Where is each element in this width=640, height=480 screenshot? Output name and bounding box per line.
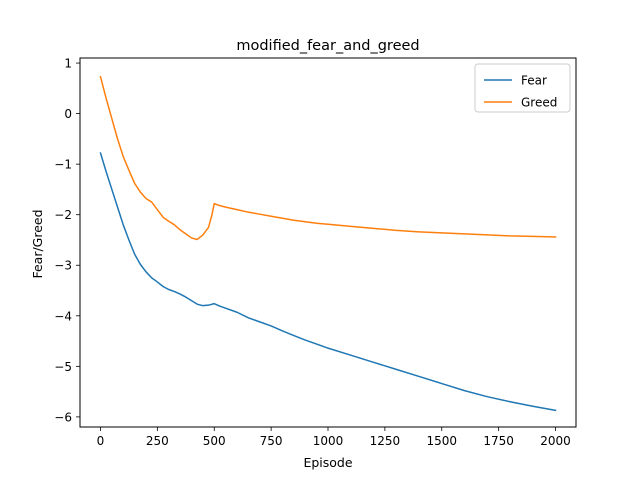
legend: Fear Greed [474, 63, 571, 113]
y-axis-label: Fear/Greed [30, 209, 45, 278]
y-tick-label: 1 [64, 57, 72, 71]
series-line-fear [99, 152, 557, 412]
y-tick-label: 0 [64, 107, 72, 121]
legend-box [474, 63, 571, 113]
x-tick-label: 1000 [313, 434, 344, 448]
x-axis-ticks: 0 250 500 750 1000 1250 1500 1750 2000 [97, 427, 571, 448]
x-tick-label: 1250 [370, 434, 401, 448]
y-axis-ticks: 1 0 −1 −2 −3 −4 −5 −6 [54, 57, 80, 424]
x-tick-label: 1750 [483, 434, 514, 448]
plot-area [99, 75, 557, 412]
y-tick-label: −5 [54, 360, 72, 374]
chart-title: modified_fear_and_greed [236, 38, 419, 54]
legend-label-fear: Fear [521, 74, 547, 88]
y-tick-label: −6 [54, 410, 72, 424]
x-tick-label: 250 [146, 434, 169, 448]
x-tick-label: 2000 [540, 434, 571, 448]
x-tick-label: 750 [260, 434, 283, 448]
x-tick-label: 0 [97, 434, 105, 448]
x-axis-label: Episode [303, 455, 352, 470]
x-tick-label: 500 [203, 434, 226, 448]
series-line-greed [99, 75, 557, 241]
y-tick-label: −1 [54, 158, 72, 172]
y-tick-label: −2 [54, 208, 72, 222]
y-tick-label: −4 [54, 309, 72, 323]
y-tick-label: −3 [54, 259, 72, 273]
x-tick-label: 1500 [426, 434, 457, 448]
legend-label-greed: Greed [521, 96, 557, 110]
